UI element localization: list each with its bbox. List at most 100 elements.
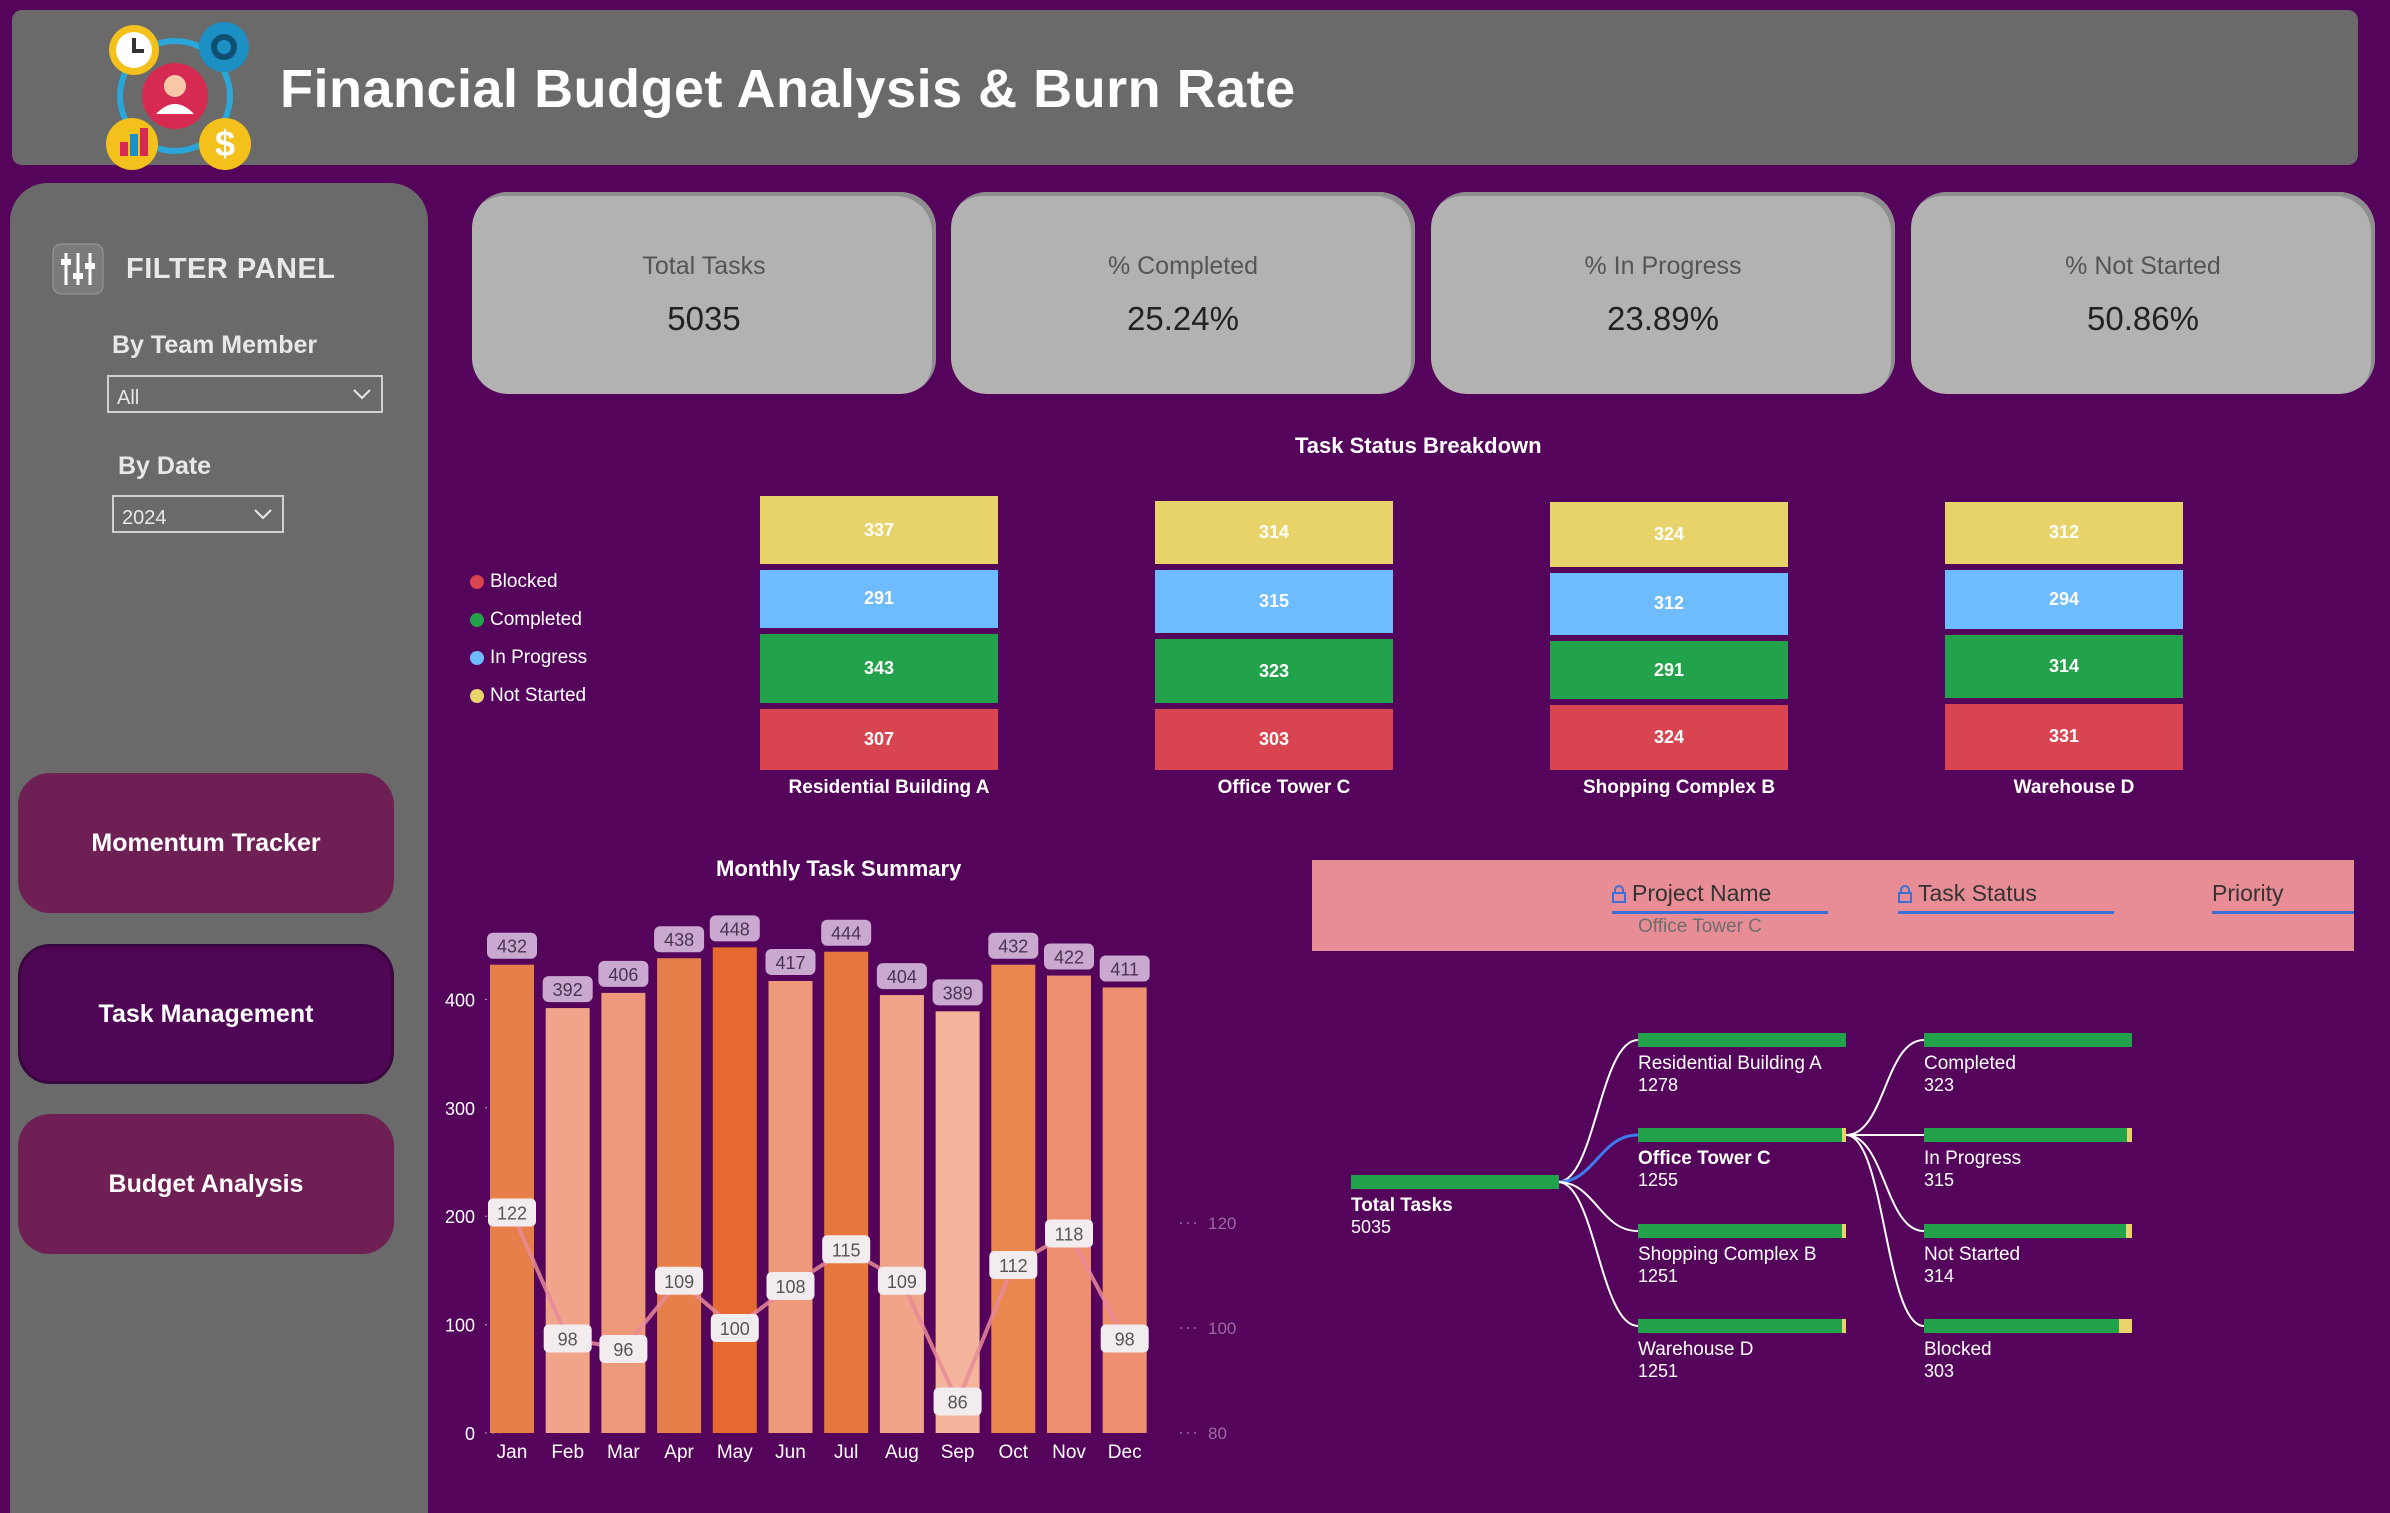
team-member-dropdown[interactable]: All: [107, 375, 383, 413]
line-data-label-bg: [1045, 1219, 1093, 1248]
stack-segment[interactable]: 294: [1945, 570, 2183, 629]
bar-data-label: 444: [831, 924, 861, 944]
node-label: Shopping Complex B: [1638, 1244, 1817, 1265]
month-tick-label: Nov: [1052, 1442, 1086, 1463]
bar-data-label: 404: [887, 967, 917, 987]
stack-segment[interactable]: 303: [1155, 709, 1393, 770]
bar-data-label-bg: [876, 963, 927, 990]
priority-column[interactable]: Priority: [2212, 880, 2354, 914]
bar-data-label-bg: [932, 979, 983, 1006]
line-data-label-bg: [710, 1314, 759, 1342]
header-bar: $ Financial Budget Analysis & Burn Rate: [12, 10, 2358, 170]
y2-tick-label: 100: [1208, 1319, 1236, 1338]
node-bar-remainder: [1841, 1224, 1846, 1238]
stack-segment[interactable]: 307: [760, 708, 998, 770]
tree-node[interactable]: Completed 323: [1924, 1033, 2132, 1096]
tree-root-node[interactable]: Total Tasks 5035: [1351, 1175, 1559, 1238]
line-data-label-bg: [599, 1335, 648, 1363]
line-data-label-bg: [766, 1272, 815, 1300]
stack-segment[interactable]: 324: [1550, 705, 1788, 770]
y-tick-label: 100: [445, 1316, 475, 1336]
date-dropdown[interactable]: 2024: [112, 495, 284, 533]
task-management-button[interactable]: Task Management: [18, 944, 394, 1084]
tree-header: Project Name Office Tower C Task Status …: [1312, 860, 2354, 951]
stack-segment[interactable]: 312: [1945, 501, 2183, 565]
date-value: 2024: [122, 507, 167, 529]
legend-blocked[interactable]: Blocked: [470, 571, 558, 593]
bar-data-label: 422: [1054, 948, 1084, 968]
category-label: Shopping Complex B: [1582, 777, 1776, 798]
node-bar-remainder: [2126, 1224, 2132, 1238]
node-label: In Progress: [1924, 1148, 2022, 1169]
node-value: 1251: [1638, 1361, 1679, 1381]
legend-dot: [470, 613, 484, 627]
line-data-label-bg: [488, 1198, 536, 1227]
legend-in-progress[interactable]: In Progress: [470, 647, 587, 669]
bar-data-label: 432: [497, 937, 527, 957]
legend-not-started[interactable]: Not Started: [470, 685, 586, 707]
kpi-card-not-started: % Not Started 50.86%: [1911, 192, 2375, 394]
stack-segment[interactable]: 337: [760, 496, 998, 564]
kpi-label: % Completed: [1107, 252, 1259, 280]
line-data-label-bg: [543, 1324, 592, 1353]
stack-segment[interactable]: 291: [760, 569, 998, 628]
stack-segment[interactable]: 324: [1550, 501, 1788, 567]
node-label: Warehouse D: [1638, 1339, 1754, 1360]
line-data-label-bg: [822, 1235, 871, 1264]
bar-data-label-bg: [1099, 955, 1150, 982]
tree-node[interactable]: Shopping Complex B 1251: [1638, 1224, 1846, 1287]
stack-segment[interactable]: 312: [1550, 572, 1788, 635]
tree-node[interactable]: Not Started 314: [1924, 1224, 2132, 1287]
tree-node[interactable]: Office Tower C 1255: [1638, 1128, 1846, 1191]
line-data-label-bg: [933, 1387, 982, 1416]
category-label: Residential Building A: [788, 777, 990, 798]
month-tick-label: Sep: [941, 1442, 975, 1463]
stack-segment[interactable]: 314: [1945, 635, 2183, 698]
line-data-label-bg: [989, 1251, 1038, 1279]
bar-data-label-bg: [709, 915, 760, 942]
node-bar: [1924, 1033, 2132, 1047]
month-tick-label: May: [717, 1442, 753, 1463]
stack-segment[interactable]: 315: [1155, 569, 1393, 633]
filter-panel-title: FILTER PANEL: [126, 252, 336, 285]
task-status-column[interactable]: Task Status: [1898, 880, 2114, 914]
line-data-label: 122: [497, 1204, 527, 1224]
node-bar: [1924, 1128, 2132, 1142]
kpi-value: 23.89%: [1607, 300, 1719, 337]
stack-segment[interactable]: 331: [1945, 703, 2183, 770]
momentum-tracker-button[interactable]: Momentum Tracker: [18, 773, 394, 913]
kpi-value: 50.86%: [2087, 300, 2199, 337]
chevron-down-icon: [353, 389, 371, 400]
stack-segment[interactable]: 291: [1550, 641, 1788, 700]
bar-data-label-bg: [654, 926, 705, 953]
tree-node[interactable]: Residential Building A 1278: [1638, 1033, 1846, 1096]
month-bar: [712, 947, 757, 1433]
budget-analysis-button[interactable]: Budget Analysis: [18, 1114, 394, 1254]
bar-data-label-bg: [487, 932, 537, 959]
kpi-label: Total Tasks: [642, 252, 766, 280]
stack-segment[interactable]: 314: [1155, 501, 1393, 564]
y-tick-label: 200: [445, 1207, 475, 1227]
line-data-label: 109: [664, 1272, 694, 1292]
stack-segment[interactable]: 343: [760, 634, 998, 703]
tree-node[interactable]: Blocked 303: [1924, 1319, 2132, 1382]
month-tick-label: Jan: [497, 1442, 528, 1463]
line-data-label: 109: [887, 1272, 917, 1292]
bar-data-label: 411: [1110, 959, 1139, 979]
tree-node[interactable]: In Progress 315: [1924, 1128, 2132, 1191]
node-value: 1278: [1638, 1075, 1679, 1095]
stack-segment[interactable]: 323: [1155, 638, 1393, 704]
kpi-value: 5035: [667, 300, 741, 337]
legend-completed[interactable]: Completed: [470, 609, 582, 631]
tree-node[interactable]: Warehouse D 1251: [1638, 1319, 1846, 1382]
node-bar-remainder: [1841, 1319, 1846, 1333]
project-name-column[interactable]: Project Name: [1612, 880, 1828, 914]
lock-icon: [1612, 885, 1626, 903]
category-label: Warehouse D: [2013, 777, 2135, 798]
line-data-label: 98: [1115, 1330, 1135, 1350]
status-breakdown-title: Task Status Breakdown: [1295, 433, 1542, 458]
y2-tick-label: 80: [1208, 1424, 1227, 1443]
node-value: 323: [1924, 1075, 1955, 1095]
bar-data-label: 406: [608, 965, 638, 985]
node-value: 315: [1924, 1170, 1955, 1190]
